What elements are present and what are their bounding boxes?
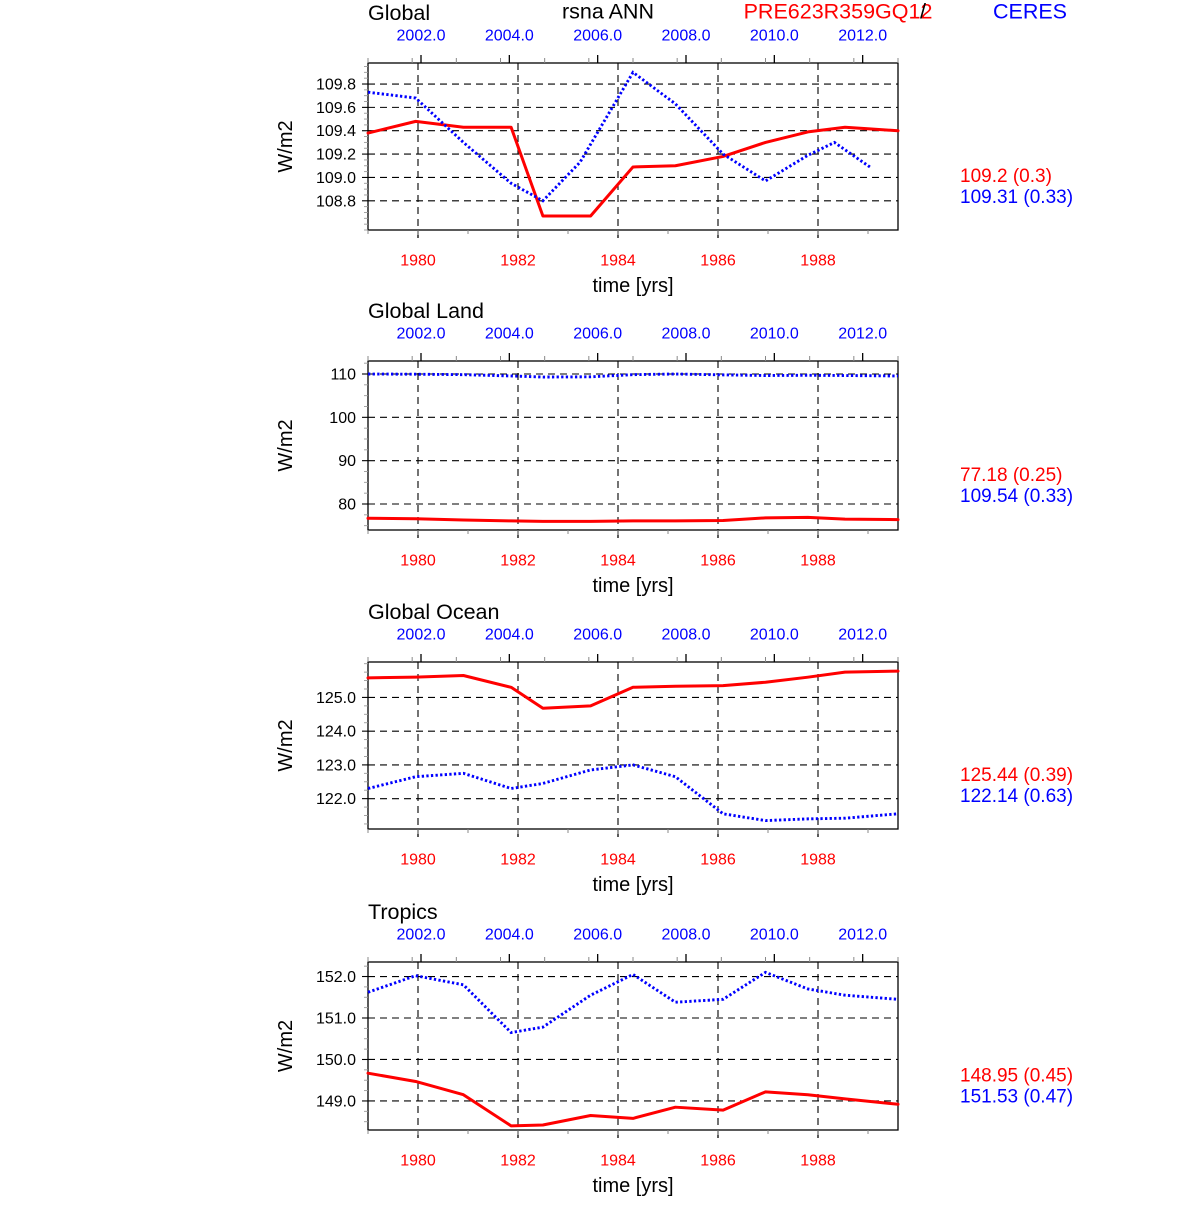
svg-text:2012.0: 2012.0 <box>838 28 887 45</box>
svg-text:1988: 1988 <box>800 1152 836 1169</box>
svg-text:PRE623R359GQ12: PRE623R359GQ12 <box>744 0 933 24</box>
svg-text:2004.0: 2004.0 <box>485 627 534 644</box>
svg-text:1988: 1988 <box>800 851 836 868</box>
svg-text:2012.0: 2012.0 <box>838 927 887 944</box>
svg-text:109.0: 109.0 <box>316 170 356 187</box>
svg-text:1982: 1982 <box>500 252 536 269</box>
svg-text:W/m2: W/m2 <box>275 120 297 172</box>
svg-text:109.4: 109.4 <box>316 123 356 140</box>
svg-text:108.8: 108.8 <box>316 193 356 210</box>
svg-text:124.0: 124.0 <box>316 724 356 741</box>
svg-text:1984: 1984 <box>600 252 636 269</box>
svg-text:time [yrs]: time [yrs] <box>592 874 673 896</box>
svg-text:110: 110 <box>330 367 356 384</box>
svg-text:109.31 (0.33): 109.31 (0.33) <box>960 187 1073 208</box>
svg-text:time [yrs]: time [yrs] <box>592 1175 673 1197</box>
svg-text:Global Ocean: Global Ocean <box>368 600 499 624</box>
svg-text:1980: 1980 <box>400 1152 436 1169</box>
svg-text:77.18 (0.25): 77.18 (0.25) <box>960 465 1062 486</box>
svg-text:Global Land: Global Land <box>368 299 484 323</box>
svg-text:time [yrs]: time [yrs] <box>592 575 673 597</box>
svg-text:100: 100 <box>329 410 356 427</box>
svg-text:2002.0: 2002.0 <box>397 326 446 343</box>
svg-text:2008.0: 2008.0 <box>662 627 711 644</box>
svg-text:2008.0: 2008.0 <box>662 927 711 944</box>
svg-text:125.0: 125.0 <box>316 690 356 707</box>
svg-text:1984: 1984 <box>600 851 636 868</box>
svg-text:W/m2: W/m2 <box>275 719 297 771</box>
svg-text:Tropics: Tropics <box>368 900 438 924</box>
svg-text:W/m2: W/m2 <box>275 419 297 471</box>
svg-text:2006.0: 2006.0 <box>573 28 622 45</box>
svg-text:2010.0: 2010.0 <box>750 28 799 45</box>
svg-text:109.8: 109.8 <box>316 77 356 94</box>
svg-text:1986: 1986 <box>700 1152 736 1169</box>
svg-text:2008.0: 2008.0 <box>662 28 711 45</box>
svg-text:1984: 1984 <box>600 1152 636 1169</box>
svg-text:1986: 1986 <box>700 851 736 868</box>
svg-text:2010.0: 2010.0 <box>750 326 799 343</box>
svg-text:122.0: 122.0 <box>316 791 356 808</box>
svg-text:2012.0: 2012.0 <box>838 326 887 343</box>
svg-text:2010.0: 2010.0 <box>750 627 799 644</box>
svg-text:2002.0: 2002.0 <box>397 627 446 644</box>
svg-text:148.95 (0.45): 148.95 (0.45) <box>960 1065 1073 1086</box>
svg-text:1982: 1982 <box>500 552 536 569</box>
svg-text:1988: 1988 <box>800 252 836 269</box>
svg-text:90: 90 <box>338 453 356 470</box>
svg-text:2004.0: 2004.0 <box>485 28 534 45</box>
svg-text:CERES: CERES <box>993 0 1067 24</box>
svg-text:2004.0: 2004.0 <box>485 326 534 343</box>
svg-text:2004.0: 2004.0 <box>485 927 534 944</box>
svg-text:Global: Global <box>368 1 430 25</box>
svg-text:rsna ANN: rsna ANN <box>562 0 654 24</box>
svg-text:2002.0: 2002.0 <box>397 927 446 944</box>
svg-text:1982: 1982 <box>500 851 536 868</box>
svg-text:150.0: 150.0 <box>316 1052 356 1069</box>
svg-text:80: 80 <box>338 497 356 514</box>
svg-text:1980: 1980 <box>400 552 436 569</box>
svg-text:2010.0: 2010.0 <box>750 927 799 944</box>
svg-text:109.2: 109.2 <box>316 147 356 164</box>
svg-text:2006.0: 2006.0 <box>573 627 622 644</box>
svg-text:149.0: 149.0 <box>316 1093 356 1110</box>
svg-text:2012.0: 2012.0 <box>838 627 887 644</box>
svg-text:2002.0: 2002.0 <box>397 28 446 45</box>
svg-text:2008.0: 2008.0 <box>662 326 711 343</box>
svg-text:151.53 (0.47): 151.53 (0.47) <box>960 1087 1073 1108</box>
svg-text:1980: 1980 <box>400 252 436 269</box>
svg-text:2006.0: 2006.0 <box>573 326 622 343</box>
svg-text:1988: 1988 <box>800 552 836 569</box>
svg-text:125.44 (0.39): 125.44 (0.39) <box>960 765 1073 786</box>
svg-text:109.54 (0.33): 109.54 (0.33) <box>960 486 1073 507</box>
svg-text:time [yrs]: time [yrs] <box>592 275 673 297</box>
svg-text:/: / <box>920 0 926 24</box>
svg-text:151.0: 151.0 <box>316 1011 356 1028</box>
svg-text:1982: 1982 <box>500 1152 536 1169</box>
svg-text:1986: 1986 <box>700 552 736 569</box>
svg-text:2006.0: 2006.0 <box>573 927 622 944</box>
svg-text:123.0: 123.0 <box>316 757 356 774</box>
svg-text:109.2 (0.3): 109.2 (0.3) <box>960 166 1052 187</box>
svg-text:152.0: 152.0 <box>316 969 356 986</box>
svg-text:109.6: 109.6 <box>316 100 356 117</box>
svg-text:1984: 1984 <box>600 552 636 569</box>
svg-text:W/m2: W/m2 <box>275 1020 297 1072</box>
svg-text:122.14 (0.63): 122.14 (0.63) <box>960 786 1073 807</box>
svg-text:1980: 1980 <box>400 851 436 868</box>
svg-text:1986: 1986 <box>700 252 736 269</box>
